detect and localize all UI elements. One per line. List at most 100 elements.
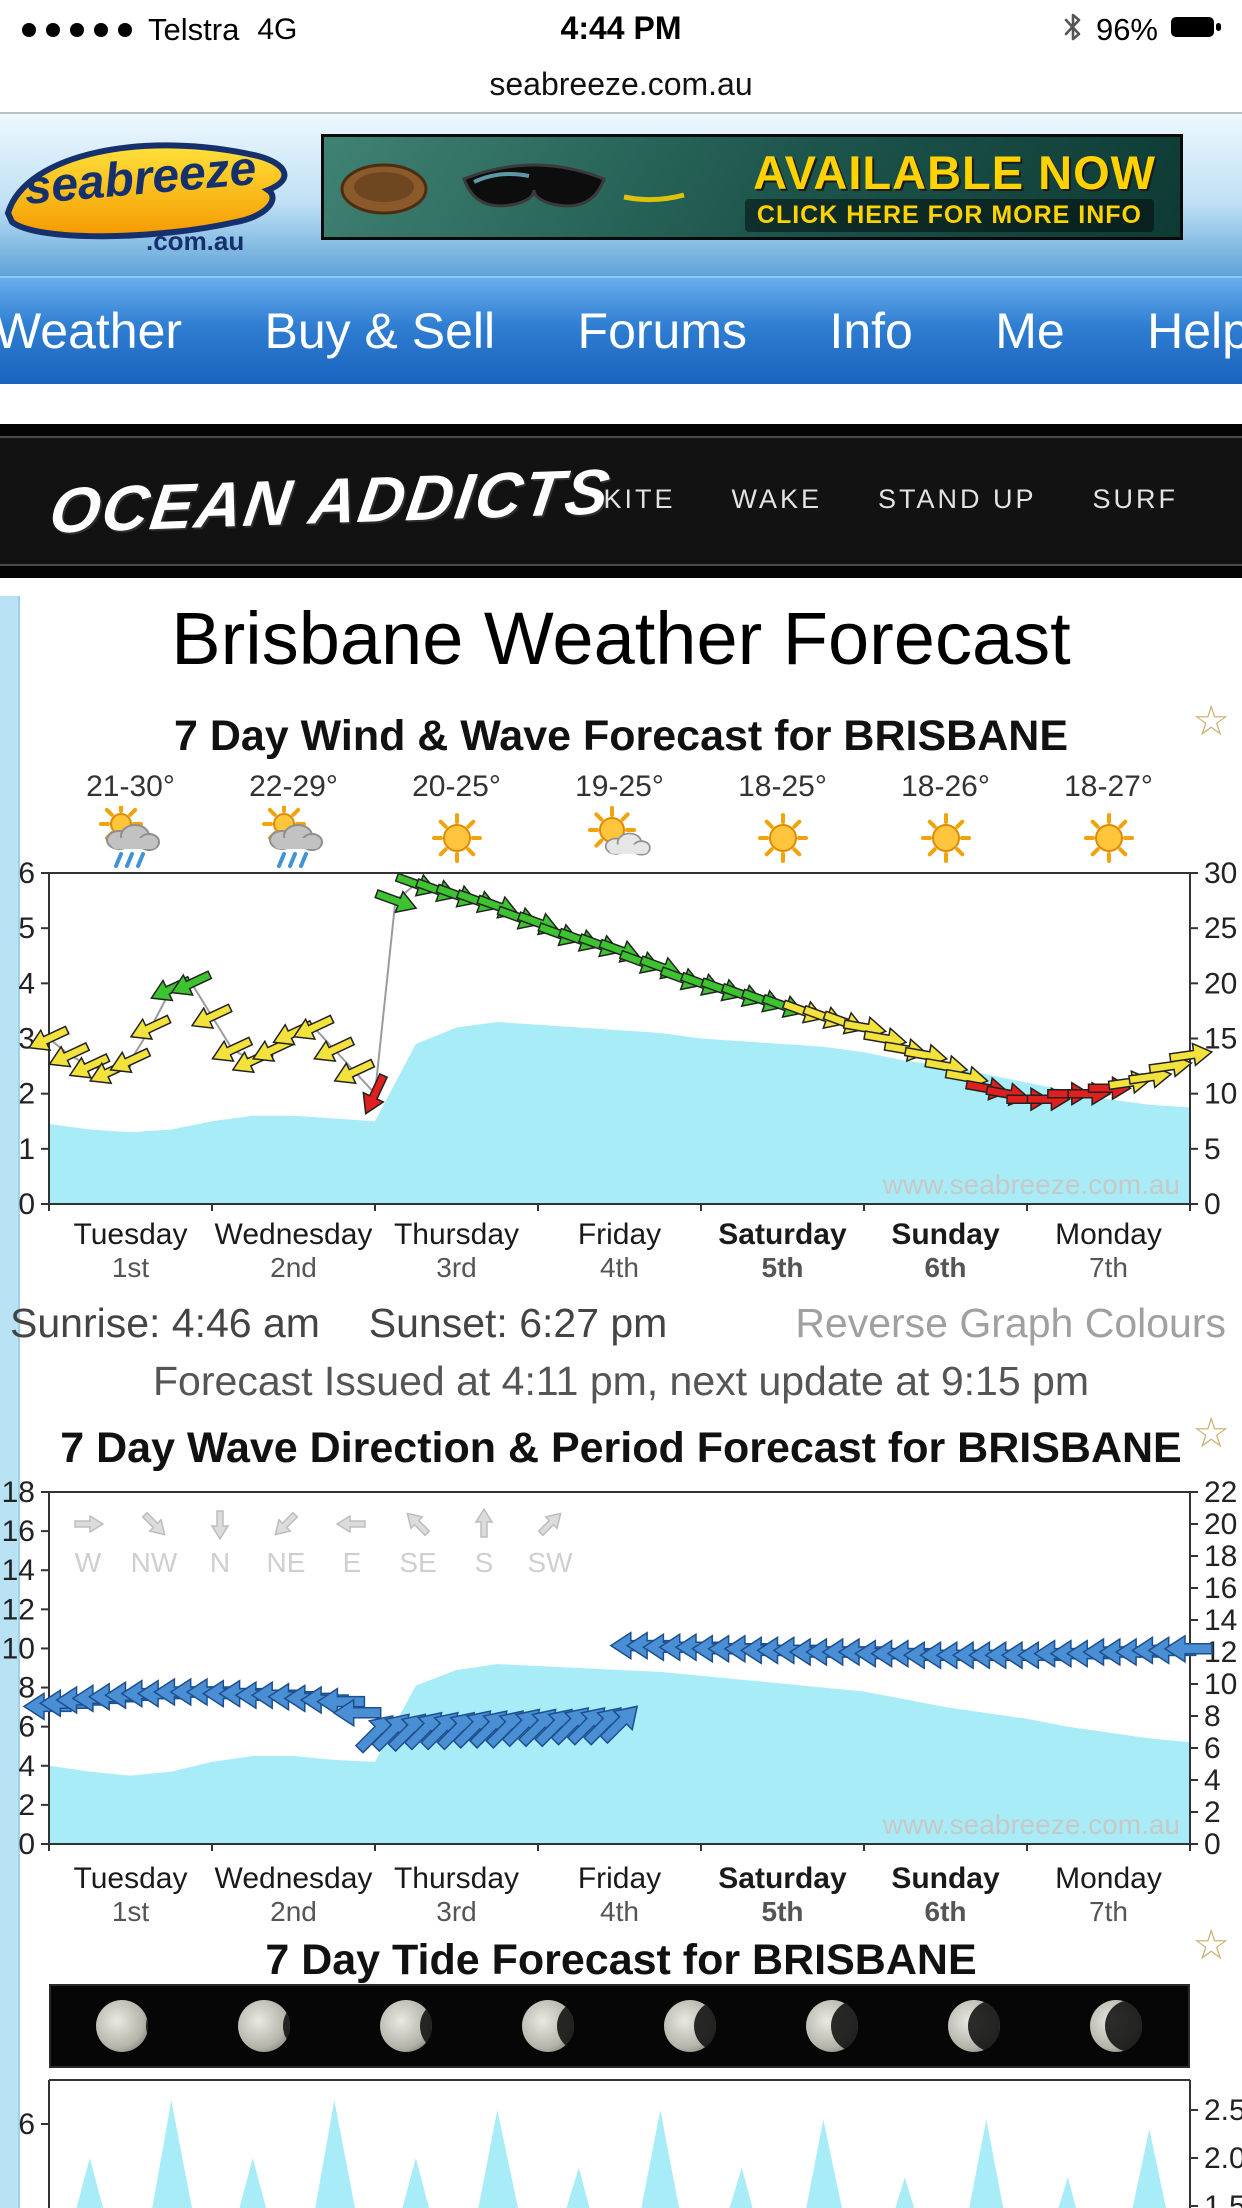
svg-text:2.5: 2.5 (1204, 2094, 1242, 2127)
wind-wave-chart: 0 1 2 3 4 5 6 0 5 10 15 20 25 30 www.seabreeze.com.au (18, 857, 1237, 1216)
temperature-range: 18-27° (1064, 770, 1153, 803)
svg-text:14: 14 (2, 1554, 35, 1587)
svg-text:4: 4 (18, 1750, 35, 1783)
left-page-strip (0, 596, 20, 2208)
status-bar: Telstra 4G 4:44 PM 96% (0, 0, 1242, 62)
reverse-graph-colours-link[interactable]: Reverse Graph Colours (795, 1300, 1226, 1346)
favorite-star-icon[interactable]: ☆ (1192, 1409, 1230, 1456)
date-label: 7th (1089, 1896, 1128, 1927)
signal-dot (70, 23, 84, 37)
svg-text:6: 6 (18, 857, 35, 890)
ocean-addicts-bar: OCEAN ADDICTS KITE WAKE STAND UP SURF (0, 424, 1242, 578)
day-labels-row: Tuesday Wednesday Thursday Friday Saturday Su… (49, 1862, 1190, 1896)
svg-text:www.seabreeze.com.au: www.seabreeze.com.au (882, 1809, 1180, 1840)
svg-text:25: 25 (1204, 912, 1237, 945)
temperature-row: 21-30° 22-29° 20-25° 19-25° 18-25° 18-26° 18-2… (49, 770, 1190, 804)
svg-text:6: 6 (18, 1711, 35, 1744)
date-label: 7th (1089, 1252, 1128, 1283)
day-label: Thursday (393, 1862, 520, 1895)
svg-text:0: 0 (18, 1828, 35, 1858)
nav-item-forums[interactable]: Forums (577, 303, 748, 359)
temperature-range: 19-25° (575, 770, 664, 803)
svg-text:14: 14 (1204, 1604, 1237, 1637)
day-label: Monday (1055, 1862, 1162, 1895)
sun-icon (1083, 813, 1134, 863)
bluetooth-icon (1062, 10, 1084, 49)
day-label: Wednesday (214, 1862, 373, 1895)
weather-icon-cell (1027, 804, 1190, 872)
nav-item-buy-sell[interactable]: Buy & Sell (264, 303, 496, 359)
sun-icon (757, 813, 808, 863)
nav-item-me[interactable]: Me (995, 303, 1065, 359)
moon-icon (51, 1986, 193, 2066)
favorite-star-icon[interactable]: ☆ (1192, 697, 1230, 744)
moon-icon (761, 1986, 903, 2066)
weather-icon-cell (701, 804, 864, 872)
date-label: 5th (761, 1896, 804, 1927)
oa-menu-kite[interactable]: KITE (603, 484, 676, 514)
day-label: Sunday (891, 1218, 1000, 1251)
moon-icon (1045, 1986, 1187, 2066)
signal-dot (22, 23, 36, 37)
oa-menu-standup[interactable]: STAND UP (877, 484, 1037, 514)
seabreeze-logo[interactable]: seabreeze .com.au (0, 118, 306, 279)
nav-item-help[interactable]: Help (1147, 303, 1242, 359)
signal-dot (94, 23, 108, 37)
date-label: 3rd (436, 1252, 477, 1283)
temperature-range: 20-25° (412, 770, 501, 803)
sun-rain-icon (98, 806, 160, 868)
temperature-range: 18-26° (901, 770, 990, 803)
ad-subline[interactable]: CLICK HERE FOR MORE INFO (744, 199, 1154, 232)
date-label: 2nd (270, 1252, 317, 1283)
date-label: 1st (111, 1252, 150, 1283)
svg-text:10: 10 (1204, 1078, 1237, 1111)
oa-menu-surf[interactable]: SURF (1092, 484, 1178, 514)
sunrise-sunset-text: Sunrise: 4:46 am Sunset: 6:27 pm (10, 1300, 667, 1347)
tide-chart-title: 7 Day Tide Forecast for BRISBANE (265, 1936, 977, 1984)
day-label: Tuesday (73, 1218, 188, 1251)
nav-item-info[interactable]: Info (829, 303, 913, 359)
date-labels-row: 1st 2nd 3rd 4th 5th 6th 7th (49, 1896, 1190, 1928)
svg-text:16: 16 (1204, 1572, 1237, 1605)
sunrise-label: Sunrise: 4:46 am (10, 1300, 320, 1346)
weather-icons-row (49, 804, 1190, 872)
svg-text:30: 30 (1204, 857, 1237, 890)
date-label: 4th (600, 1252, 639, 1283)
day-label: Sunday (891, 1862, 1000, 1895)
svg-text:6: 6 (1204, 1732, 1221, 1765)
forecast-issued-text: Forecast Issued at 4:11 pm, next update … (153, 1358, 1089, 1404)
day-label: Tuesday (73, 1862, 188, 1895)
date-label: 5th (761, 1252, 804, 1283)
svg-text:S: S (475, 1547, 494, 1578)
svg-text:4: 4 (18, 967, 35, 1000)
moon-icon (335, 1986, 477, 2066)
day-label: Saturday (718, 1218, 847, 1251)
moon-icon (903, 1986, 1045, 2066)
clock: 4:44 PM (560, 10, 682, 46)
url-bar[interactable]: seabreeze.com.au (0, 62, 1242, 114)
svg-text:N: N (210, 1547, 230, 1578)
ad-headline: AVAILABLE NOW (753, 146, 1156, 199)
date-label: 4th (600, 1896, 639, 1927)
svg-text:0: 0 (1204, 1188, 1221, 1216)
svg-text:2: 2 (1204, 1796, 1221, 1829)
date-label: 6th (924, 1252, 967, 1283)
sunglasses-image (340, 163, 685, 215)
date-label: 3rd (436, 1896, 477, 1927)
favorite-star-icon[interactable]: ☆ (1192, 1921, 1230, 1968)
moon-icon (619, 1986, 761, 2066)
svg-text:10: 10 (2, 1632, 35, 1665)
ocean-addicts-logo[interactable]: OCEAN ADDICTS (45, 455, 616, 547)
ad-banner[interactable]: AVAILABLE NOW CLICK HERE FOR MORE INFO (321, 134, 1183, 240)
nav-item-weather[interactable]: Weather (0, 303, 183, 359)
day-label: Saturday (718, 1862, 847, 1895)
svg-text:1.5: 1.5 (1204, 2190, 1242, 2208)
svg-text:10: 10 (1204, 1668, 1237, 1701)
svg-text:SW: SW (527, 1547, 573, 1578)
signal-dot (46, 23, 60, 37)
svg-text:.com.au: .com.au (146, 226, 244, 256)
svg-text:4: 4 (1204, 1764, 1221, 1797)
day-label: Friday (577, 1218, 662, 1251)
oa-menu-wake[interactable]: WAKE (731, 484, 822, 514)
